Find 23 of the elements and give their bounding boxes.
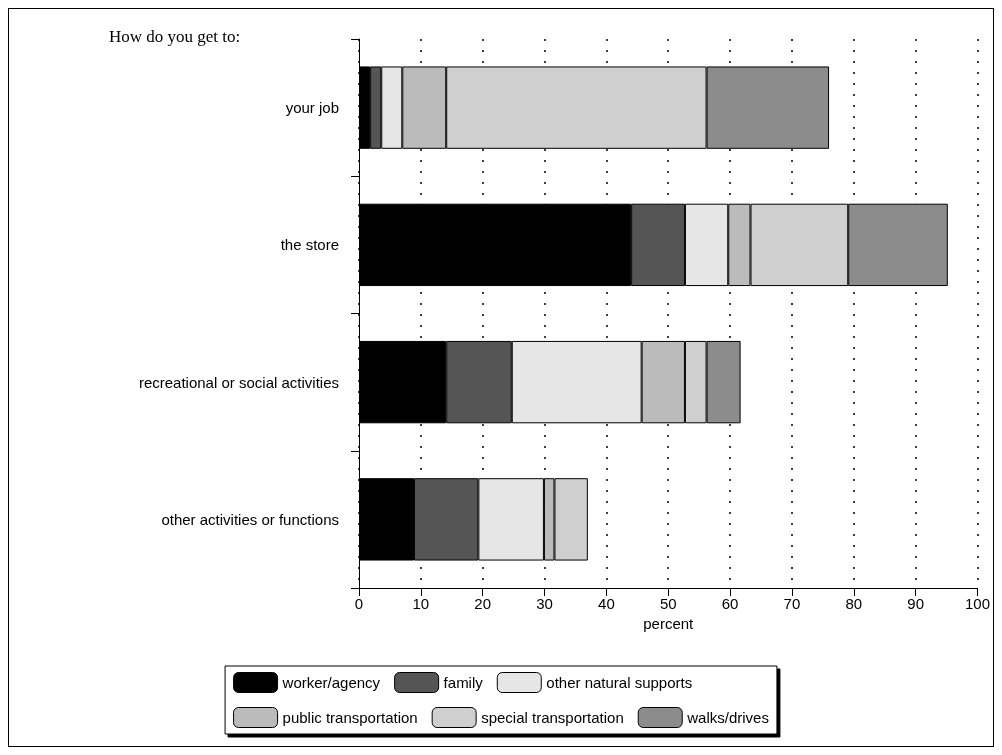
y-tick-label: the store: [280, 236, 339, 254]
x-tick-label: 10: [412, 595, 430, 612]
x-tick-label: 70: [783, 595, 801, 612]
text: How do you get to:: [109, 27, 241, 46]
x-tick-label: 20: [474, 595, 492, 612]
y-tick-label: recreational or social activities: [138, 373, 339, 391]
legend-label: worker/agency: [281, 674, 381, 691]
x-axis-title: percent: [643, 615, 695, 632]
x-tick-label: 90: [907, 595, 924, 612]
x-tick-label: 0: [354, 595, 364, 612]
x-tick-label: 40: [598, 595, 615, 612]
x-tick-label: 100: [964, 595, 990, 612]
legend-label: other natural supports: [546, 674, 693, 691]
legend-label: walks/drives: [686, 709, 769, 726]
y-tick-label: your job: [285, 99, 339, 117]
legend-label: public transportation: [282, 709, 418, 726]
legend-label: special transportation: [481, 709, 624, 726]
y-tick-label: other activities or functions: [161, 510, 339, 528]
x-tick-label: 80: [845, 595, 863, 612]
x-tick-label: 50: [659, 595, 677, 612]
x-tick-label: 60: [721, 595, 739, 612]
legend-label: family: [443, 674, 484, 691]
x-tick-label: 30: [536, 595, 553, 612]
